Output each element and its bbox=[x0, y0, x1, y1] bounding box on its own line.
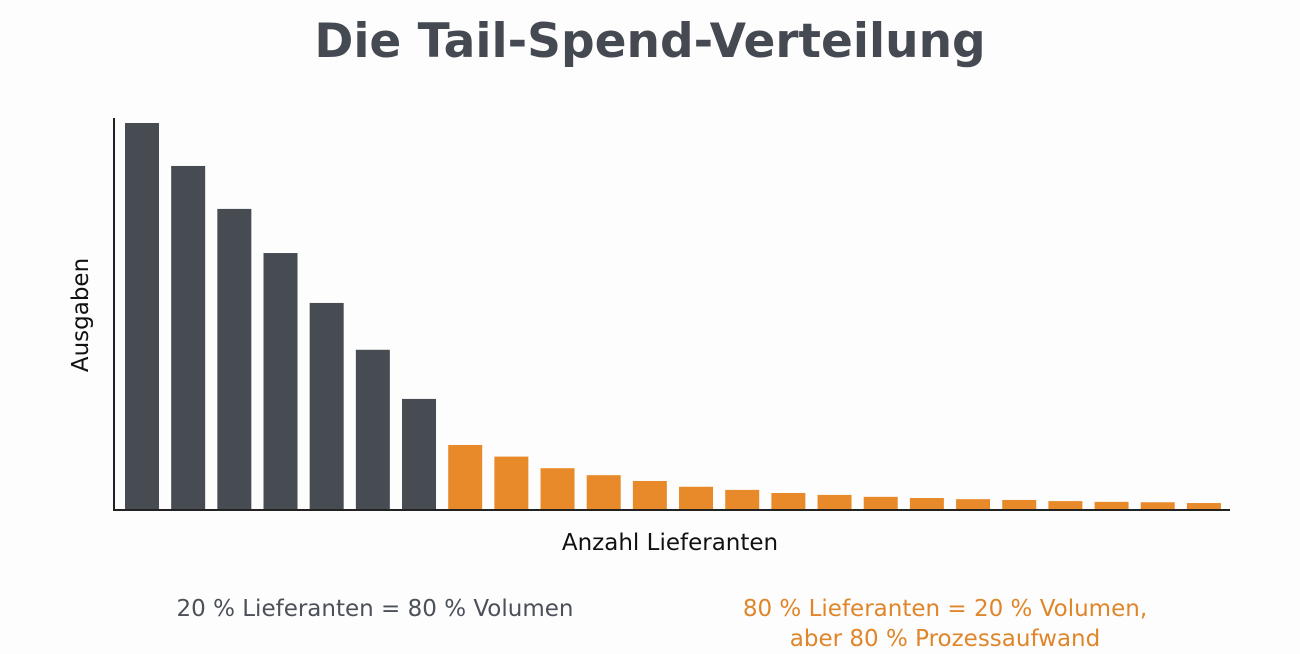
bar-15 bbox=[771, 492, 806, 510]
bar-4 bbox=[263, 253, 298, 510]
bar-21 bbox=[1048, 501, 1083, 510]
bars-group bbox=[125, 123, 1221, 510]
x-axis-label: Anzahl Lieferanten bbox=[561, 530, 779, 556]
bar-6 bbox=[355, 349, 390, 510]
bar-14 bbox=[725, 489, 760, 510]
y-axis-label: Ausgaben bbox=[68, 258, 94, 372]
bar-22 bbox=[1094, 501, 1129, 510]
bar-23 bbox=[1140, 502, 1175, 510]
bar-19 bbox=[956, 499, 991, 510]
chart-title: Die Tail-Spend-Verteilung bbox=[314, 14, 986, 69]
bar-7 bbox=[402, 398, 437, 510]
bar-24 bbox=[1186, 503, 1221, 510]
annotation-tail-suppliers: 80 % Lieferanten = 20 % Volumen, aber 80… bbox=[742, 596, 1148, 652]
bar-18 bbox=[909, 498, 944, 510]
bar-3 bbox=[217, 208, 252, 510]
bar-2 bbox=[171, 165, 206, 510]
bar-11 bbox=[586, 475, 621, 510]
bar-20 bbox=[1002, 499, 1037, 510]
bar-8 bbox=[448, 444, 483, 510]
bar-16 bbox=[817, 494, 852, 510]
bar-17 bbox=[863, 496, 898, 510]
bar-1 bbox=[125, 123, 159, 510]
bar-12 bbox=[632, 480, 667, 510]
bar-9 bbox=[494, 456, 529, 510]
bar-10 bbox=[540, 468, 575, 510]
bar-5 bbox=[309, 302, 344, 510]
annotation-top-suppliers: 20 % Lieferanten = 80 % Volumen bbox=[176, 596, 574, 622]
bar-13 bbox=[679, 486, 714, 510]
